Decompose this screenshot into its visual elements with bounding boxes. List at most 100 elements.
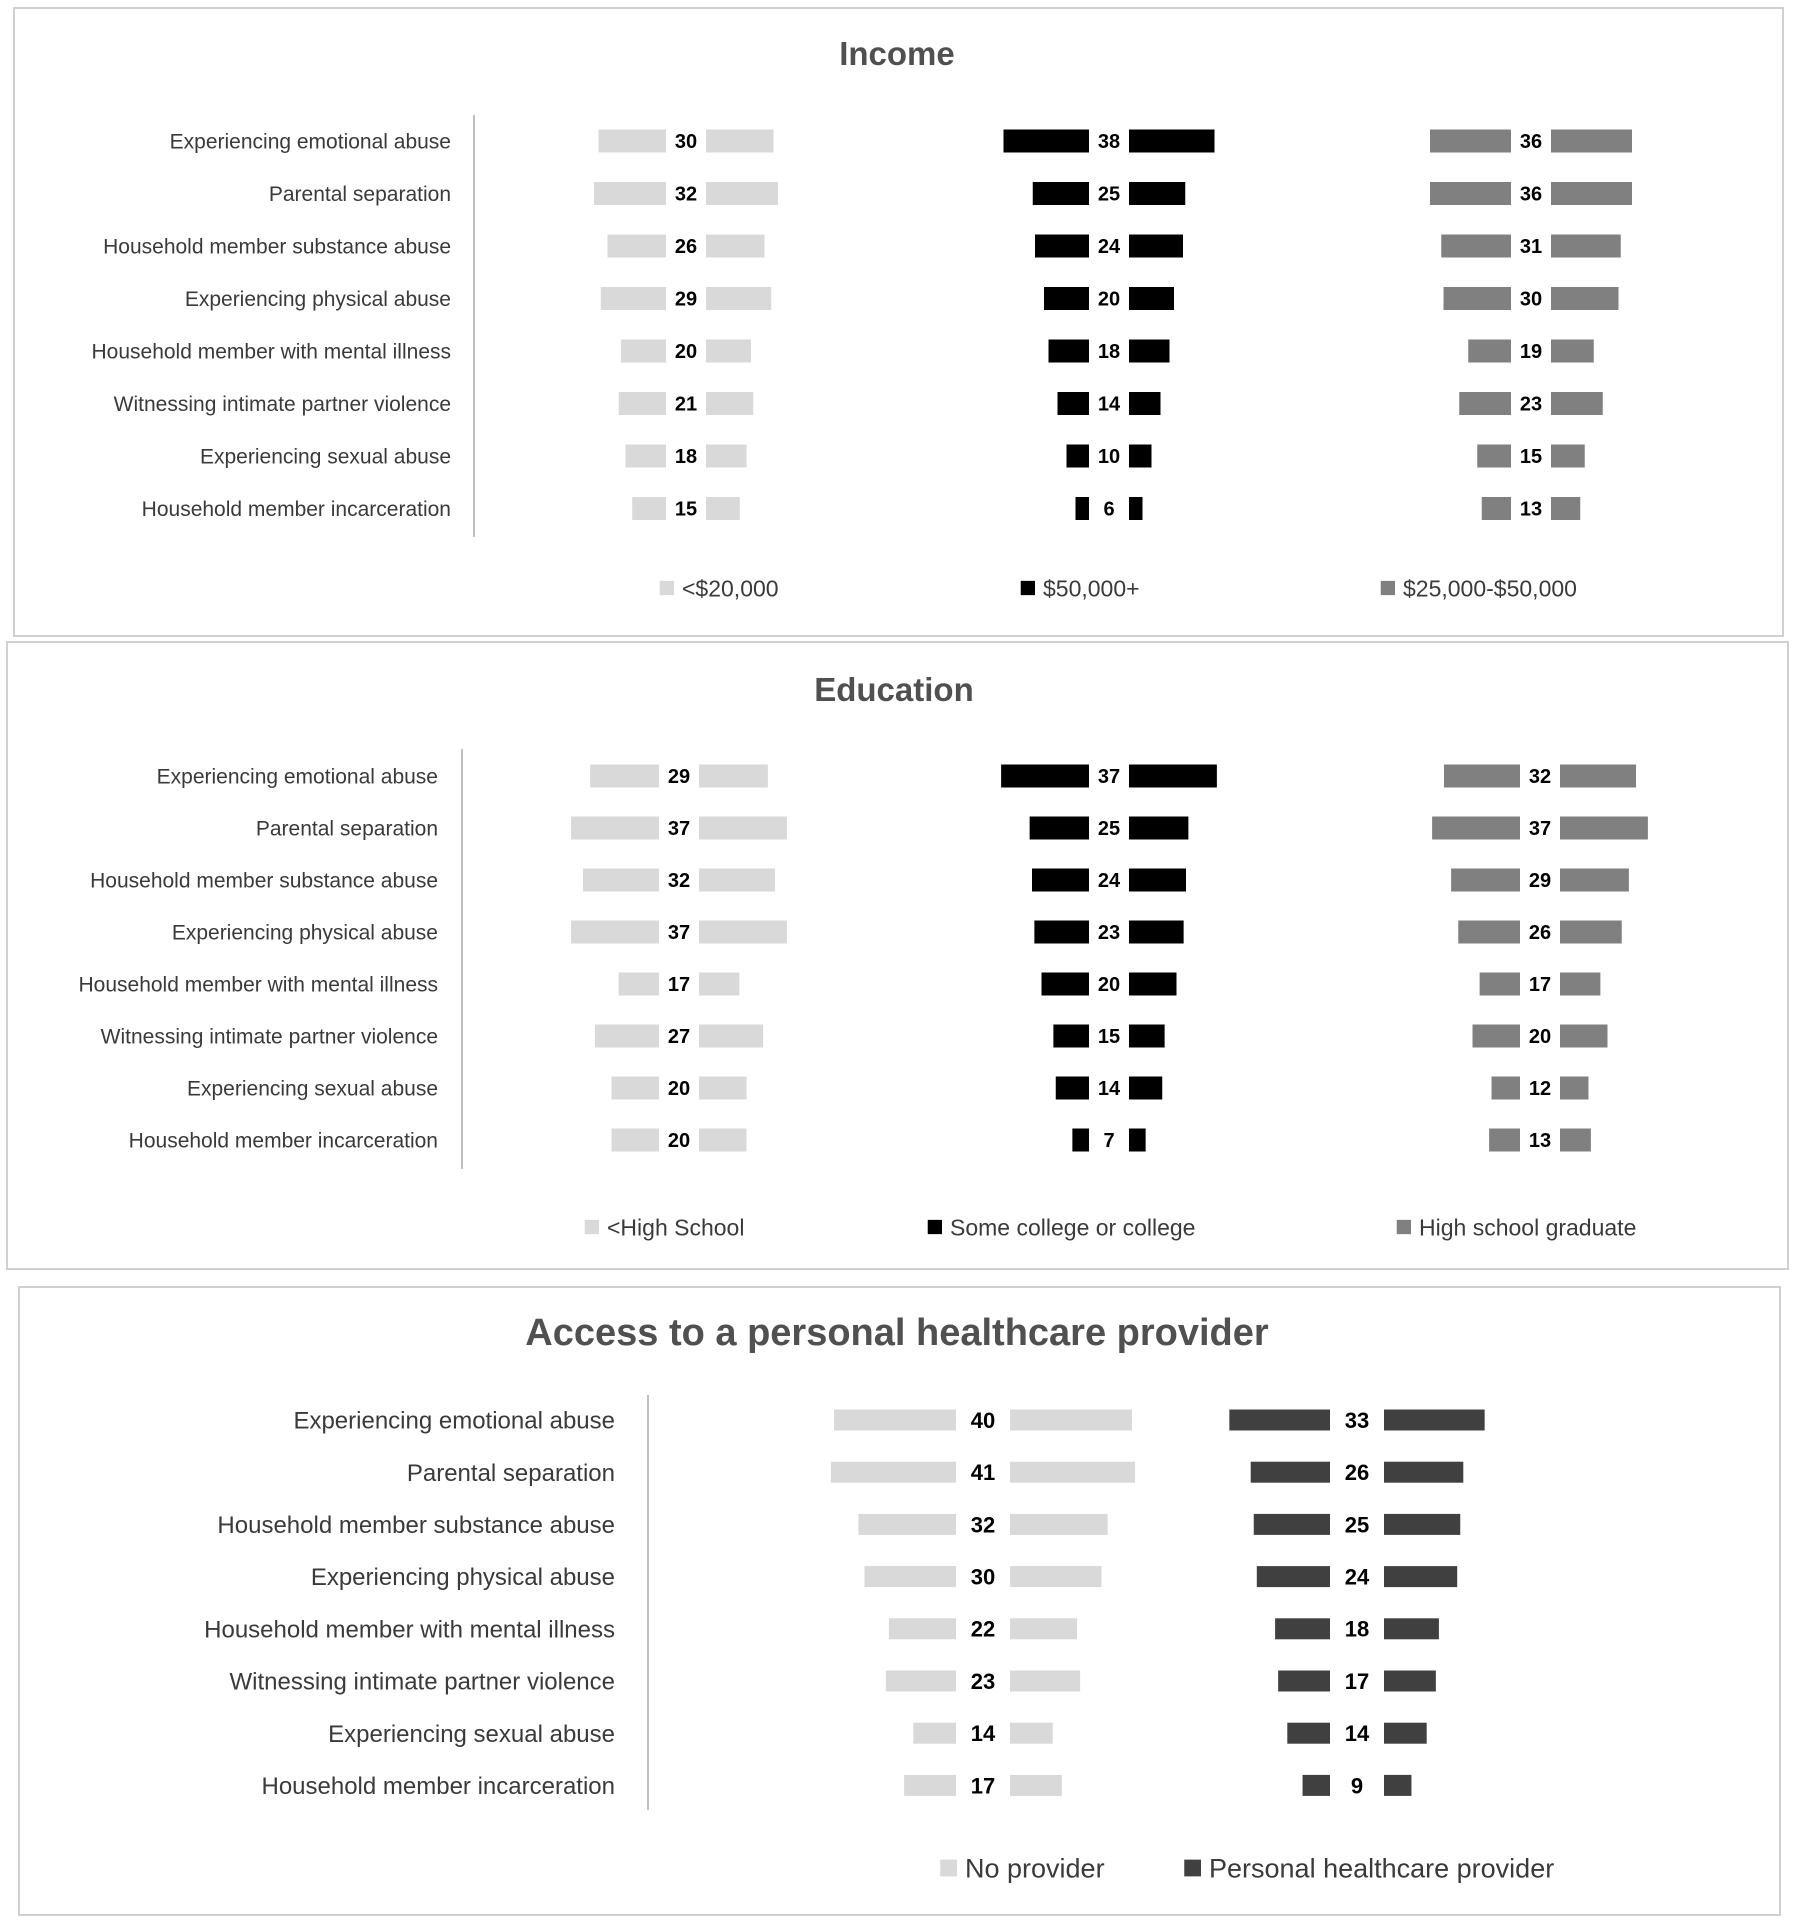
category-label-experiencing-emotional-abuse: Experiencing emotional abuse [157,766,438,789]
category-label-household-member-incarceration: Household member incarceration [261,1773,615,1800]
data-label-50-000-4: 20 [1098,289,1120,311]
bar-left-personal-healthcare-provider-2 [1250,1461,1330,1483]
bar-left-some-college-or-college-2 [1029,816,1089,840]
bar-right-high-school-2 [699,816,787,840]
bar-left-50-000-4 [1044,287,1089,310]
bar-left-no-provider-1 [834,1409,956,1431]
bar-left-high-school-graduate-3 [1451,868,1520,892]
bar-left-personal-healthcare-provider-7 [1287,1722,1330,1744]
bar-right-high-school-4 [699,920,787,944]
bar-right-50-000-6 [1129,392,1161,415]
bar-right-personal-healthcare-provider-8 [1384,1774,1412,1796]
bar-right-no-provider-4 [1010,1566,1102,1588]
bar-left-no-provider-4 [864,1566,956,1588]
data-label-personal-healthcare-provider-6: 17 [1345,1669,1369,1694]
bar-right-high-school-graduate-4 [1560,920,1622,944]
bar-right-25-000-50-000-8 [1551,497,1581,520]
data-label-no-provider-7: 14 [971,1721,996,1746]
bar-left-20-000-3 [607,234,666,258]
data-label-high-school-3: 32 [668,870,690,892]
bar-left-50-000-5 [1048,339,1089,363]
data-label-50-000-3: 24 [1098,236,1121,258]
data-label-50-000-2: 25 [1098,184,1120,206]
data-label-50-000-5: 18 [1098,341,1120,363]
category-label-household-member-substance-abuse: Household member substance abuse [103,236,451,259]
data-label-some-college-or-college-4: 23 [1098,922,1120,944]
data-label-personal-healthcare-provider-8: 9 [1351,1773,1363,1798]
data-label-high-school-4: 37 [668,922,690,944]
data-label-high-school-graduate-1: 32 [1529,766,1551,788]
data-label-25-000-50-000-7: 15 [1520,446,1542,468]
bar-right-25-000-50-000-5 [1551,339,1594,363]
bar-left-50-000-3 [1035,234,1089,258]
bar-right-some-college-or-college-7 [1129,1076,1163,1100]
bar-left-no-provider-2 [830,1461,956,1483]
bar-right-high-school-graduate-6 [1560,1024,1608,1048]
legend-label-50-000: $50,000+ [1043,575,1140,601]
bar-left-high-school-graduate-8 [1489,1128,1520,1152]
bar-right-20-000-2 [706,182,778,205]
data-label-personal-healthcare-provider-4: 24 [1345,1565,1370,1590]
bar-left-high-school-6 [594,1024,659,1048]
data-label-no-provider-3: 32 [971,1512,995,1537]
data-label-personal-healthcare-provider-2: 26 [1345,1460,1369,1485]
bar-right-20-000-4 [706,287,772,310]
data-label-50-000-1: 38 [1098,131,1120,153]
bar-left-20-000-7 [625,444,666,468]
bar-right-50-000-8 [1129,497,1143,520]
data-label-some-college-or-college-2: 25 [1098,818,1120,840]
bar-right-personal-healthcare-provider-1 [1384,1409,1485,1431]
bar-right-25-000-50-000-1 [1551,129,1632,153]
data-label-some-college-or-college-3: 24 [1098,870,1121,892]
legend-label-personal-healthcare-provider: Personal healthcare provider [1209,1854,1554,1884]
bar-right-some-college-or-college-4 [1129,920,1184,944]
data-label-20-000-1: 30 [675,131,697,153]
bar-right-high-school-3 [699,868,775,892]
bar-right-personal-healthcare-provider-3 [1384,1513,1461,1535]
bar-right-no-provider-2 [1010,1461,1136,1483]
data-label-50-000-8: 6 [1103,499,1114,521]
bar-right-50-000-7 [1129,444,1152,468]
chart-title: Access to a personal healthcare provider [525,1312,1269,1354]
bar-right-some-college-or-college-3 [1129,868,1186,892]
bar-right-some-college-or-college-8 [1129,1128,1146,1152]
legend-label-no-provider: No provider [965,1854,1105,1884]
data-label-some-college-or-college-5: 20 [1098,974,1120,996]
bar-left-25-000-50-000-8 [1481,497,1511,520]
bar-left-high-school-3 [583,868,659,892]
category-label-experiencing-physical-abuse: Experiencing physical abuse [185,288,451,311]
data-label-25-000-50-000-1: 36 [1520,131,1542,153]
data-label-20-000-2: 32 [675,184,697,206]
bar-left-20-000-8 [632,497,666,520]
bar-left-high-school-5 [618,972,659,996]
data-label-50-000-7: 10 [1098,446,1120,468]
bar-right-high-school-graduate-2 [1560,816,1648,840]
bar-right-20-000-7 [706,444,747,468]
bar-left-personal-healthcare-provider-1 [1229,1409,1330,1431]
data-label-high-school-2: 37 [668,818,690,840]
category-label-parental-separation: Parental separation [407,1460,615,1487]
data-label-20-000-7: 18 [675,446,697,468]
bar-right-high-school-1 [699,764,768,788]
bar-left-some-college-or-college-8 [1072,1128,1089,1152]
category-label-experiencing-sexual-abuse: Experiencing sexual abuse [328,1721,615,1748]
bar-right-personal-healthcare-provider-7 [1384,1722,1427,1744]
bar-right-personal-healthcare-provider-2 [1384,1461,1464,1483]
bar-right-25-000-50-000-3 [1551,234,1621,258]
data-label-no-provider-1: 40 [971,1408,995,1433]
bar-left-high-school-graduate-5 [1479,972,1520,996]
legend-swatch-personal-healthcare-provider [1184,1859,1201,1877]
bar-left-high-school-4 [571,920,659,944]
bar-right-high-school-graduate-5 [1560,972,1601,996]
bar-right-some-college-or-college-5 [1129,972,1177,996]
data-label-high-school-graduate-3: 29 [1529,870,1551,892]
data-label-high-school-5: 17 [668,974,690,996]
bar-right-50-000-3 [1129,234,1183,258]
data-label-some-college-or-college-1: 37 [1098,766,1120,788]
bar-right-no-provider-3 [1010,1513,1108,1535]
category-label-witnessing-intimate-partner-violence: Witnessing intimate partner violence [114,393,451,416]
bar-left-some-college-or-college-4 [1034,920,1089,944]
bar-left-no-provider-3 [858,1513,956,1535]
legend-label-20-000: <$20,000 [682,575,779,601]
legend-label-25-000-50-000: $25,000-$50,000 [1403,575,1577,601]
